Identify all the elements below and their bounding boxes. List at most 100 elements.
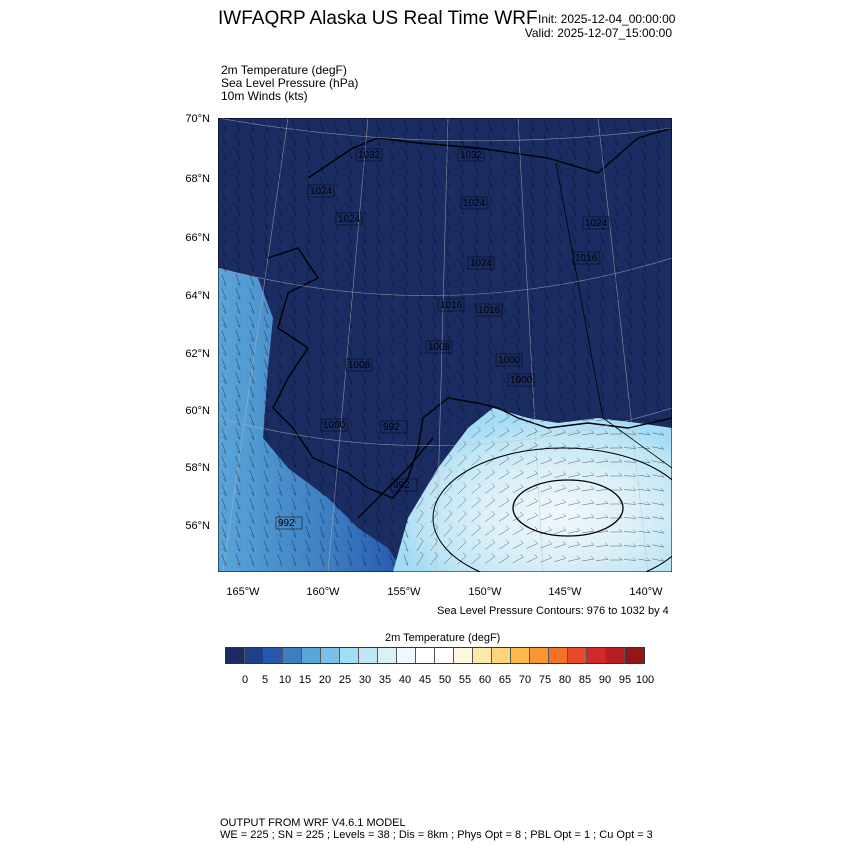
wind-barb [417, 260, 423, 272]
wind-barb [473, 134, 479, 146]
wind-barb [235, 246, 241, 258]
wind-barb [638, 417, 651, 422]
wind-barb [389, 456, 395, 468]
wind-barb [599, 302, 605, 314]
wind-barb [430, 412, 438, 425]
wind-barb [638, 431, 651, 436]
wind-barb [416, 523, 424, 538]
wind-barb [305, 456, 311, 468]
wind-barb [471, 496, 481, 509]
wind-barb [263, 456, 269, 468]
wind-barb [249, 526, 255, 538]
wind-barb [515, 260, 521, 272]
wind-barb [431, 162, 437, 174]
wind-barb [277, 554, 283, 566]
colorbar-swatch [625, 648, 644, 663]
wind-barb [473, 148, 479, 160]
wind-barb [389, 442, 395, 454]
wind-barb [305, 442, 311, 454]
weather-map: 1032 1032 1024 1024 1024 1024 1024 1016 1016 1016… [218, 118, 672, 572]
wind-barb [627, 246, 633, 258]
wind-barb [443, 440, 453, 453]
wind-barb [471, 510, 481, 523]
wind-barb [443, 412, 453, 425]
wind-barb [641, 190, 647, 202]
wind-barb [445, 274, 451, 286]
wind-barb [445, 218, 451, 230]
wind-barb [417, 120, 423, 132]
wind-barb [609, 514, 623, 519]
wind-barb [431, 246, 437, 258]
wind-barb [515, 190, 521, 202]
wind-barb [609, 528, 623, 533]
wind-barb [498, 413, 510, 424]
wind-barb [638, 459, 651, 464]
wind-barb [375, 218, 381, 230]
wind-barb [347, 442, 353, 454]
wind-barb [543, 176, 549, 188]
wind-barb [361, 134, 367, 146]
wind-barb [291, 246, 297, 258]
wind-barb [389, 190, 395, 202]
wind-barb [585, 302, 591, 314]
wind-barb [277, 330, 283, 342]
wind-barb [540, 414, 553, 423]
contour-label: 1024 [585, 218, 608, 229]
colorbar-swatch [226, 648, 245, 663]
wind-barb [403, 302, 409, 314]
colorbar-label: 60 [478, 674, 492, 686]
wind-barb [540, 470, 553, 479]
wind-barb [417, 358, 423, 370]
colorbar-swatch [606, 648, 625, 663]
wind-barb [485, 497, 496, 508]
wind-barb [515, 134, 521, 146]
wind-barb [375, 526, 381, 538]
wind-barb [487, 400, 493, 412]
wind-barb [319, 540, 325, 552]
wind-barb [599, 190, 605, 202]
wind-barb [473, 330, 479, 342]
wind-barb [599, 358, 605, 370]
wind-barb [291, 428, 297, 440]
wind-barb [526, 456, 538, 465]
wind-barb [609, 542, 623, 547]
wind-barb [221, 288, 227, 300]
wind-barb [389, 512, 395, 524]
wind-barb [319, 148, 325, 160]
colorbar-swatch [530, 648, 549, 663]
wind-barb [319, 246, 325, 258]
wind-barb [627, 190, 633, 202]
wind-barb [431, 400, 437, 412]
wind-barb [641, 246, 647, 258]
wind-barb [557, 330, 563, 342]
wind-barb [471, 524, 481, 537]
wind-barb [471, 538, 481, 551]
wind-barb [585, 358, 591, 370]
field-label-pressure: Sea Level Pressure (hPa) [221, 76, 359, 90]
wind-barb [652, 418, 665, 422]
colorbar [225, 647, 645, 664]
wind-barb [445, 120, 451, 132]
wind-barb [568, 555, 581, 562]
wind-barb [459, 204, 465, 216]
wind-barb [319, 344, 325, 356]
wind-barb [249, 260, 255, 272]
contour-label-box [275, 516, 303, 530]
wind-barb [543, 274, 549, 286]
wind-barb [487, 358, 493, 370]
wind-barb [263, 134, 269, 146]
wind-barb [445, 288, 451, 300]
colorbar-swatch [511, 648, 530, 663]
colorbar-swatch [321, 648, 340, 663]
wind-barb [554, 471, 567, 478]
lon-label: 150°W [468, 586, 502, 598]
wind-barb [403, 274, 409, 286]
wind-barb [403, 190, 409, 202]
wind-barb [347, 512, 353, 524]
wind-barb [347, 288, 353, 300]
wind-barb [389, 414, 395, 426]
wind-barb [347, 134, 353, 146]
wind-barb [430, 510, 438, 523]
wind-barb [613, 176, 619, 188]
wind-barb [459, 344, 465, 356]
